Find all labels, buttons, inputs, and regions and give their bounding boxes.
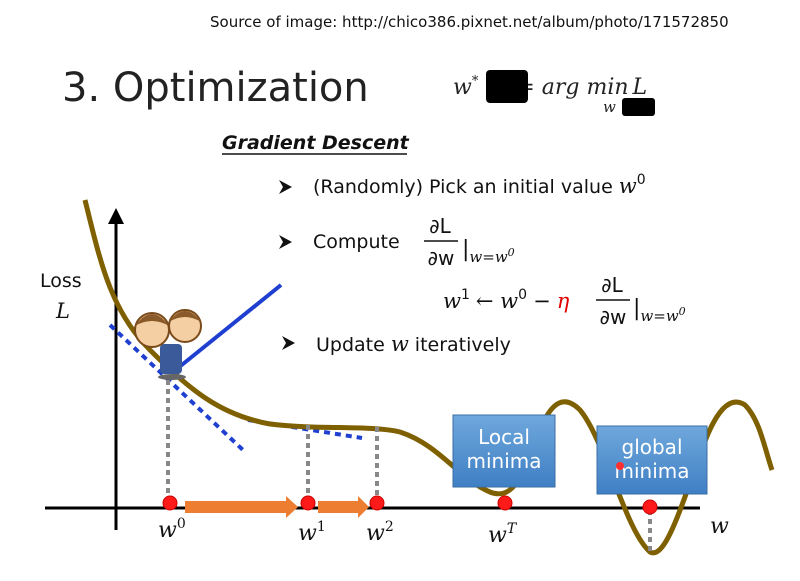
bullet-text: iteratively (415, 334, 511, 356)
formula-sub: w (603, 98, 616, 116)
var: w (391, 332, 409, 356)
character (134, 309, 202, 380)
bullet-text: (Randomly) Pick an initial value (313, 176, 613, 198)
cond: w=w (469, 248, 507, 266)
subtitle: Gradient Descent (222, 132, 410, 154)
x-var: w (710, 514, 729, 539)
point-sup: 0 (177, 516, 186, 532)
callout-text: global minima (614, 435, 689, 483)
cond: |w=w0 (633, 296, 686, 325)
point-label: wT (488, 521, 518, 548)
bullet (279, 235, 292, 249)
hair (135, 314, 169, 326)
callout-line: minima (466, 449, 541, 473)
point-var: w (298, 521, 317, 546)
formula-op: = arg min (516, 75, 628, 100)
y-var: L (55, 299, 70, 323)
callout-line: minima (614, 459, 689, 483)
bar: | (633, 296, 640, 321)
arrow: ← w (476, 289, 518, 313)
sup: 1 (461, 287, 470, 303)
sup: 0 (637, 172, 646, 188)
bullet (279, 180, 292, 194)
frac-den: ∂w (428, 246, 455, 270)
sup: 0 (518, 287, 527, 303)
formula-star: * (472, 74, 479, 89)
bullet-text: Update (316, 334, 385, 356)
callout-line: global (622, 435, 683, 459)
bullet-text: Update w iteratively (316, 332, 511, 356)
shadow (158, 374, 186, 380)
source-note: Source of image: http://chico386.pixnet.… (210, 13, 729, 31)
update-rule: w1 ← w0− η (443, 287, 570, 313)
step-arrow (185, 496, 298, 518)
bullet-text: (Randomly) Pick an initial value w0 (313, 172, 646, 198)
callout-box (596, 425, 708, 495)
point (369, 495, 385, 511)
formula-lhs: w (453, 75, 472, 100)
tangent (176, 283, 283, 370)
point-sup: 1 (317, 519, 326, 535)
step-arrow (318, 496, 369, 518)
bar: | (462, 237, 469, 262)
cond-sup: 0 (508, 246, 515, 259)
bullet-text: Compute (313, 231, 400, 253)
minus: − (533, 289, 551, 313)
callout-text: Local minima (466, 425, 541, 473)
point-sup: 2 (385, 519, 394, 535)
bullet (282, 336, 295, 350)
point-label: w1 (298, 519, 326, 546)
cond: |w=w0 (462, 237, 515, 266)
frac-num: ∂L (429, 214, 451, 238)
point-var: w (488, 523, 507, 548)
point-label: w0 (158, 516, 186, 543)
formula: w* = arg min L (453, 74, 647, 100)
y-label: Loss (40, 270, 82, 292)
points (162, 495, 658, 515)
var: w (443, 289, 461, 313)
eta: η (557, 289, 570, 313)
callout-line: Local (478, 425, 530, 449)
point (497, 495, 513, 511)
callout-box (452, 414, 556, 488)
y-axis-arrow (108, 208, 124, 224)
slide-title: 3. Optimization (62, 65, 369, 111)
point (642, 499, 658, 515)
point-var: w (366, 521, 385, 546)
frac-den: ∂w (600, 305, 627, 329)
frac-num: ∂L (601, 273, 623, 297)
redaction (622, 98, 655, 116)
cursor-dot (616, 462, 624, 470)
point (162, 495, 178, 511)
bullet-markers (279, 180, 295, 350)
var: w (619, 174, 637, 198)
redaction (486, 70, 528, 103)
formula-rhs: L (632, 75, 648, 100)
cond: w=w (640, 307, 678, 325)
point-sup: T (507, 521, 518, 537)
cond-sup: 0 (679, 305, 686, 318)
point (300, 495, 316, 511)
tangent-dashed (108, 323, 245, 452)
point-label: w2 (366, 519, 394, 546)
point-var: w (158, 518, 177, 543)
step-arrows (185, 496, 369, 518)
drop-lines (166, 380, 652, 552)
hair (169, 311, 201, 322)
body (160, 344, 182, 374)
